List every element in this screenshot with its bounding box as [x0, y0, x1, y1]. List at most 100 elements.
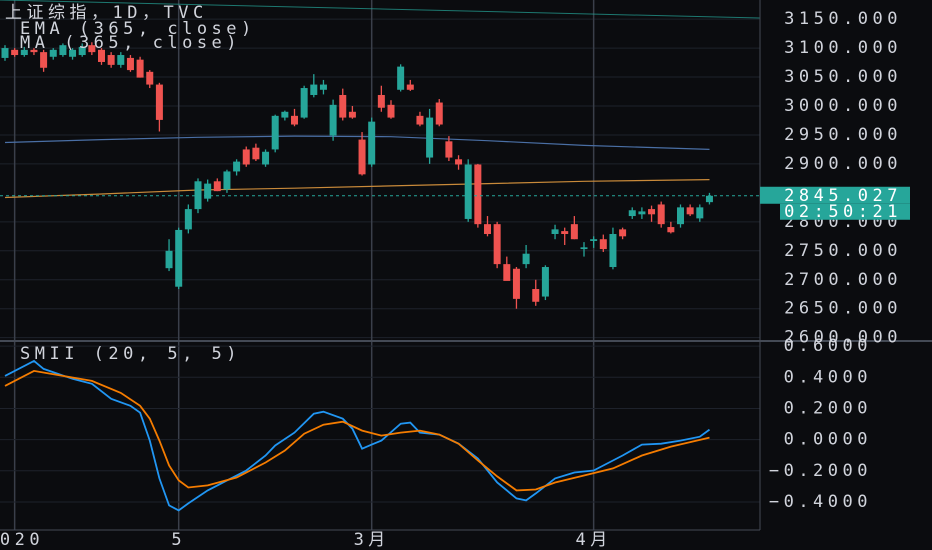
candle-body: [339, 94, 347, 118]
candle-body: [136, 59, 144, 78]
last-price-box: [760, 186, 910, 204]
candle-body: [262, 151, 270, 165]
y-tick-label: 3050.000: [784, 67, 902, 87]
candle-body: [474, 164, 482, 225]
candle-body: [696, 207, 704, 219]
candle-body: [416, 115, 424, 125]
y-tick-label: 0.6000: [784, 336, 872, 356]
candle-body: [223, 171, 231, 190]
candle-body: [619, 229, 627, 237]
candle-body: [126, 57, 134, 71]
symbol-title: 上证综指，1D，TVC: [5, 3, 208, 23]
marks: [0, 42, 760, 512]
candle-body: [319, 84, 327, 90]
candle-body: [464, 164, 472, 219]
candle-body: [570, 224, 578, 240]
candle-body: [590, 239, 598, 241]
candle-body: [628, 210, 636, 217]
y-tick-label: 3150.000: [784, 9, 902, 29]
grid: [0, 0, 760, 530]
countdown-box: [780, 203, 910, 220]
candle-body: [522, 253, 530, 265]
y-tick-label: 2750.000: [784, 241, 902, 261]
candle-body: [445, 141, 453, 158]
candle-body: [98, 49, 105, 62]
y-tick-label: 3000.000: [784, 96, 902, 116]
candle-body: [213, 181, 221, 192]
y-tick-label: 0.4000: [784, 367, 872, 387]
candle-body: [252, 147, 260, 160]
candle-body: [155, 84, 163, 120]
candle-body: [117, 55, 125, 65]
candle-body: [503, 264, 511, 281]
candle-body: [387, 104, 395, 118]
candle-body: [455, 159, 463, 165]
candle-body: [599, 239, 607, 250]
candle-body: [677, 207, 684, 225]
candle-body: [484, 224, 491, 235]
y-tick-label: 0.0000: [784, 430, 872, 450]
candle-body: [667, 227, 675, 233]
candle-body: [291, 115, 298, 125]
y-tick-label: 2650.000: [784, 299, 902, 319]
y-tick-label: 0.2000: [784, 398, 872, 418]
candle-body: [146, 71, 154, 85]
candle-body: [493, 224, 501, 265]
y-tick-label: 2950.000: [784, 125, 902, 145]
candle-body: [194, 181, 202, 210]
candle-body: [368, 121, 376, 165]
x-tick-label: 5: [171, 530, 186, 550]
candle-body: [78, 46, 86, 56]
candle-body: [204, 183, 212, 199]
candle-body: [69, 49, 77, 57]
y-tick-label: −0.2000: [769, 461, 872, 481]
candle-body: [300, 88, 308, 118]
candle-body: [49, 49, 57, 57]
candle-body: [11, 49, 19, 56]
candle-body: [580, 247, 588, 250]
last-price-label: 2845.027: [784, 186, 902, 206]
line-series: [4, 135, 710, 150]
x-tick-label: 4月: [576, 530, 612, 550]
y-tick-label: 2700.000: [784, 270, 902, 290]
line-series: [4, 179, 710, 199]
candle-body: [638, 211, 646, 215]
indicator-title: SMII (20, 5, 5): [20, 344, 241, 364]
candle-body: [184, 209, 192, 230]
candle-body: [40, 52, 48, 68]
line-series: [4, 369, 710, 492]
candle-body: [348, 111, 356, 118]
y-tick-label: 2900.000: [784, 154, 902, 174]
candle-body: [107, 55, 115, 65]
candle-body: [648, 209, 656, 215]
x-tick-label: 3月: [354, 530, 390, 550]
candle-body: [657, 204, 665, 225]
candle-body: [59, 45, 67, 56]
line-series: [4, 359, 711, 512]
candle-body: [705, 195, 713, 203]
candle-body: [426, 117, 434, 158]
trend-line: [0, 0, 761, 19]
candle-body: [397, 66, 405, 90]
countdown-label: 02:50:21: [784, 202, 902, 222]
candle-body: [561, 231, 569, 235]
candle-body: [377, 94, 385, 108]
candle-body: [165, 250, 173, 269]
candle-body: [310, 84, 318, 95]
overlay-label: MA (365, close): [20, 33, 241, 53]
x-tick-label: 2020: [0, 530, 44, 550]
candle-body: [20, 49, 28, 56]
candle-body: [30, 49, 38, 53]
candle-body: [686, 207, 694, 215]
candle-body: [358, 139, 366, 175]
candle-body: [233, 161, 241, 172]
y-tick-label: 2600.000: [784, 328, 902, 348]
candle-body: [242, 149, 250, 165]
candle-body: [541, 267, 549, 297]
labels: 上证综指，1D，TVC EMA (365, close) MA (365, cl…: [0, 3, 910, 550]
candle-body: [512, 268, 520, 299]
candle-body: [551, 229, 559, 235]
